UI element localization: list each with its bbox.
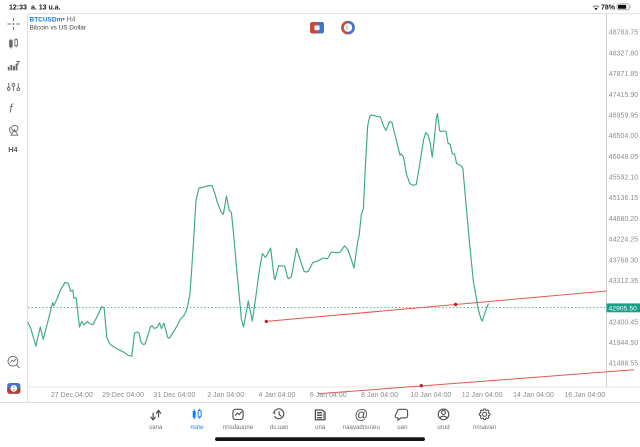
svg-text:46048.05: 46048.05 — [609, 154, 638, 161]
svg-text:H4: H4 — [67, 16, 76, 23]
svg-text:44680.20: 44680.20 — [609, 216, 638, 223]
svg-text:46959.95: 46959.95 — [609, 113, 638, 120]
svg-text:14 Jan 04:00: 14 Jan 04:00 — [513, 392, 554, 399]
svg-text:45136.15: 45136.15 — [609, 195, 638, 202]
svg-text:42400.45: 42400.45 — [609, 319, 638, 326]
svg-text:BTCUSDm: BTCUSDm — [30, 16, 63, 23]
svg-text:43768.30: 43768.30 — [609, 257, 638, 264]
svg-text:43312.35: 43312.35 — [609, 278, 638, 285]
svg-text:@: @ — [354, 407, 368, 422]
svg-text:48327.80: 48327.80 — [609, 50, 638, 57]
svg-text:nnsavan: nnsavan — [473, 425, 496, 431]
svg-text:nsrw: nsrw — [190, 425, 204, 431]
svg-text:48783.75: 48783.75 — [609, 30, 638, 37]
svg-text:47415.90: 47415.90 — [609, 92, 638, 99]
svg-text:45592.10: 45592.10 — [609, 175, 638, 182]
svg-text:16 Jan 04:00: 16 Jan 04:00 — [564, 392, 605, 399]
svg-text:47871.85: 47871.85 — [609, 71, 638, 78]
svg-text:8 Jan 04:00: 8 Jan 04:00 — [361, 392, 398, 399]
svg-text:H4: H4 — [8, 145, 18, 154]
svg-text:41944.50: 41944.50 — [609, 340, 638, 347]
svg-text:a. 13 u.a.: a. 13 u.a. — [31, 4, 61, 11]
svg-text:naavadnuneu: naavadnuneu — [343, 425, 380, 431]
svg-text:12:33: 12:33 — [9, 4, 27, 11]
svg-text:una: una — [315, 425, 326, 431]
svg-text:4 Jan 04:00: 4 Jan 04:00 — [259, 392, 296, 399]
svg-text:46504.00: 46504.00 — [609, 133, 638, 140]
svg-text:78%: 78% — [601, 4, 616, 11]
svg-text:sana: sana — [149, 425, 163, 431]
svg-text:ds:uan: ds:uan — [270, 425, 288, 431]
svg-text:41488.55: 41488.55 — [609, 361, 638, 368]
svg-text:44224.25: 44224.25 — [609, 237, 638, 244]
svg-text:31 Dec 04:00: 31 Dec 04:00 — [153, 392, 195, 399]
svg-text:42905.50: 42905.50 — [609, 305, 638, 312]
svg-text:12 Jan 04:00: 12 Jan 04:00 — [462, 392, 503, 399]
svg-text:Bitcoin vs US Dollar: Bitcoin vs US Dollar — [30, 24, 87, 31]
svg-text:29 Dec 04:00: 29 Dec 04:00 — [102, 392, 144, 399]
svg-text:nnsdauune: nnsdauune — [223, 425, 254, 431]
svg-text:6 Jan 04:00: 6 Jan 04:00 — [310, 392, 347, 399]
svg-text:2 Jan 04:00: 2 Jan 04:00 — [207, 392, 244, 399]
svg-text:10 Jan 04:00: 10 Jan 04:00 — [410, 392, 451, 399]
svg-text:27 Dec 04:00: 27 Dec 04:00 — [51, 392, 93, 399]
svg-text:urud: urud — [437, 425, 449, 431]
svg-text:f: f — [9, 104, 14, 116]
svg-text:uan: uan — [397, 425, 407, 431]
